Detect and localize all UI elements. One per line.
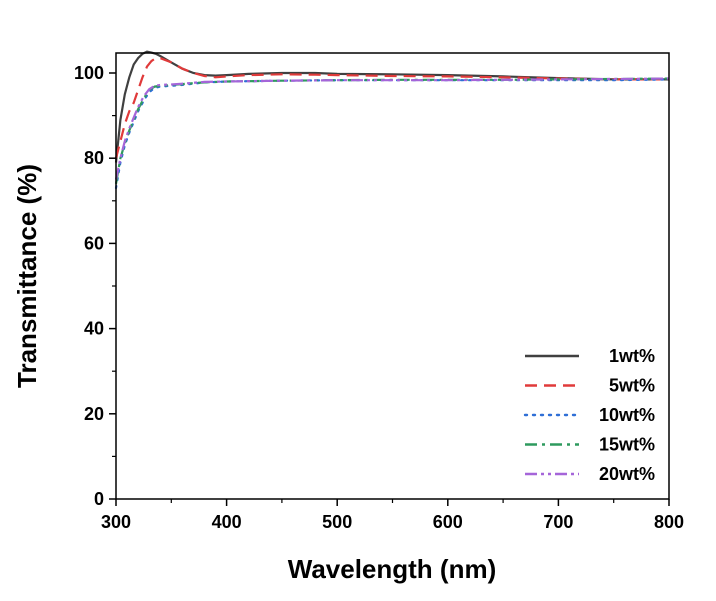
x-tick-label: 800: [654, 512, 684, 532]
legend-label: 10wt%: [599, 405, 655, 425]
y-tick-label: 100: [74, 63, 104, 83]
legend-item: 1wt%: [525, 346, 655, 366]
y-axis-title: Transmittance (%): [12, 164, 42, 388]
x-tick-label: 300: [101, 512, 131, 532]
x-tick-label: 700: [543, 512, 573, 532]
y-tick-label: 40: [84, 319, 104, 339]
x-tick-label: 500: [322, 512, 352, 532]
plot-frame: [115, 52, 670, 500]
y-tick-label: 80: [84, 148, 104, 168]
legend-item: 15wt%: [525, 435, 655, 455]
legend-item: 5wt%: [525, 376, 655, 396]
y-tick-label: 0: [94, 489, 104, 509]
legend-label: 20wt%: [599, 464, 655, 484]
series-line-1: [114, 57, 669, 159]
legend-label: 1wt%: [609, 346, 655, 366]
legend-label: 5wt%: [609, 376, 655, 396]
axis-tick-labels: 300 400 500 600 700 800 0 20 40 60 80 100: [74, 63, 684, 532]
legend: 1wt% 5wt% 10wt% 15wt% 20wt%: [523, 346, 655, 484]
series-lines: [114, 50, 671, 190]
legend-label: 15wt%: [599, 435, 655, 455]
x-tick-label: 400: [212, 512, 242, 532]
axis-ticks: [109, 72, 670, 506]
y-tick-label: 20: [84, 404, 104, 424]
series-line-3: [114, 77, 670, 184]
x-axis-title: Wavelength (nm): [288, 554, 496, 584]
series-line-4: [114, 77, 670, 180]
y-tick-label: 60: [84, 233, 104, 253]
legend-item: 10wt%: [523, 405, 655, 425]
x-tick-label: 600: [433, 512, 463, 532]
series-line-0: [114, 50, 669, 163]
legend-item: 20wt%: [525, 464, 655, 484]
series-line-2: [114, 78, 671, 190]
